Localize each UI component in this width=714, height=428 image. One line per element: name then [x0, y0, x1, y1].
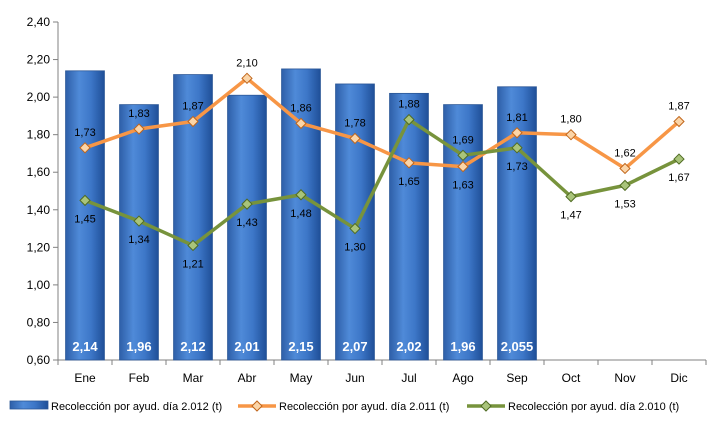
line-2011-marker: [295, 117, 307, 130]
x-tick-label: Nov: [614, 371, 635, 385]
line-2011-label: 1,83: [128, 108, 149, 120]
x-tick-label: Ene: [74, 371, 96, 385]
axes: 0,60 0,80 1,00 1,20 1,40 1,60 1,80 2,00 2,20 2,40…: [27, 15, 707, 385]
line-2010-marker: [79, 194, 91, 207]
x-tick-label: Feb: [129, 371, 150, 385]
bar-value-label: 2,07: [342, 339, 367, 354]
y-tick-label: 1,00: [27, 278, 51, 292]
x-tick-label: Dic: [670, 371, 687, 385]
bar-value-label: 1,96: [126, 339, 151, 354]
line-2011-marker: [619, 162, 631, 175]
line-2010-label: 1,47: [560, 210, 581, 222]
bar-2012: [227, 94, 267, 361]
legend-label: Recolección por ayud. día 2.010 (t): [508, 401, 679, 413]
x-tick-label: Mar: [183, 371, 204, 385]
line-2010-marker: [457, 149, 469, 162]
line-2010-marker: [403, 113, 415, 126]
legend: Recolección por ayud. día 2.012 (t) Recol…: [9, 400, 679, 413]
line-2011-marker: [457, 160, 469, 173]
y-tick-label: 0,60: [27, 353, 51, 367]
line-2010-marker: [349, 222, 361, 235]
legend-swatch-2012: [9, 400, 49, 410]
legend-label: Recolección por ayud. día 2.011 (t): [279, 401, 449, 413]
legend-swatch-2010-marker: [480, 400, 492, 412]
line-2010-marker: [295, 189, 307, 201]
x-tick-label: Abr: [238, 371, 257, 385]
bar-value-label: 2,055: [501, 339, 534, 354]
line-2010-label: 1,88: [398, 99, 419, 111]
line-2011-label: 1,73: [74, 127, 95, 139]
y-tick-label: 2,40: [27, 15, 51, 29]
line-2010-label: 1,73: [506, 161, 527, 173]
bar-value-label: 1,96: [450, 339, 475, 354]
line-2010-marker: [187, 239, 199, 252]
x-tick-label: Jul: [401, 371, 416, 385]
line-2011-marker: [349, 132, 361, 145]
bar-2012: [389, 92, 429, 361]
y-tick-label: 2,00: [27, 90, 51, 104]
y-tick-label: 1,20: [27, 240, 51, 254]
y-tick-label: 0,80: [27, 315, 51, 329]
bar-value-label: 2,12: [180, 339, 205, 354]
line-2011-marker: [241, 72, 253, 85]
line-2011-marker: [79, 142, 91, 154]
y-tick-label: 1,80: [27, 128, 51, 142]
x-tick-label: Jun: [345, 371, 364, 385]
line-2011-marker: [187, 115, 199, 128]
line-2011-marker: [511, 127, 523, 139]
bar-value-label: 2,15: [288, 339, 313, 354]
line-2010-label: 1,53: [614, 198, 635, 210]
y-tick-label: 2,20: [27, 53, 51, 67]
line-2011-marker: [673, 115, 685, 128]
line-2010-label: 1,45: [74, 213, 95, 225]
bar-2012: [119, 104, 159, 361]
line-2011-label: 1,86: [290, 102, 311, 114]
bar-2012: [281, 68, 321, 361]
line-2011-label: 1,78: [344, 117, 365, 129]
data-labels: 1,73 1,45 1,83 1,34 1,87 1,21 2,10 1,43 1,86 1,48…: [74, 57, 689, 270]
bar-value-label: 2,01: [234, 339, 259, 354]
line-2010-marker: [565, 190, 577, 203]
line-2010-label: 1,43: [236, 217, 257, 229]
y-tick-label: 1,60: [27, 165, 51, 179]
line-2011-marker: [133, 123, 145, 135]
line-2011-label: 1,80: [560, 114, 581, 126]
line-2010-label: 1,21: [182, 258, 203, 270]
line-2011: [84, 76, 681, 171]
line-2011-label: 1,87: [668, 101, 689, 113]
y-tick-label: 1,40: [27, 203, 51, 217]
bar-value-label: 2,02: [396, 339, 421, 354]
line-2010-marker: [133, 215, 145, 227]
x-tick-label: Ago: [452, 371, 474, 385]
line-2011-label: 1,63: [452, 180, 473, 192]
x-tick-label: Oct: [562, 371, 581, 385]
line-2010-label: 1,34: [128, 234, 149, 246]
line-2010-marker: [673, 153, 685, 165]
line-2010-label: 1,67: [668, 172, 689, 184]
line-2011-label: 1,81: [506, 112, 527, 124]
line-2011-label: 1,65: [398, 176, 419, 188]
x-tick-label: Sep: [506, 371, 528, 385]
bar-value-label: 2,14: [72, 339, 98, 354]
bar-2012: [65, 70, 105, 361]
line-2011-marker: [403, 157, 415, 169]
line-2010: [84, 117, 680, 248]
line-2011-label: 1,87: [182, 101, 203, 113]
line-2010-marker: [511, 142, 523, 154]
legend-swatch-2011-marker: [251, 400, 263, 412]
line-2010-marker: [619, 179, 631, 192]
legend-label: Recolección por ayud. día 2.012 (t): [51, 401, 222, 413]
line-2011-label: 2,10: [236, 57, 257, 69]
x-tick-label: May: [290, 371, 313, 385]
line-series: [79, 72, 685, 252]
line-2010-label: 1,30: [344, 242, 365, 254]
line-2010-label: 1,48: [290, 208, 311, 220]
line-2010-marker: [241, 198, 253, 210]
line-2011-label: 1,62: [614, 147, 635, 159]
line-2011-marker: [565, 128, 577, 141]
line-2010-label: 1,69: [452, 134, 473, 146]
